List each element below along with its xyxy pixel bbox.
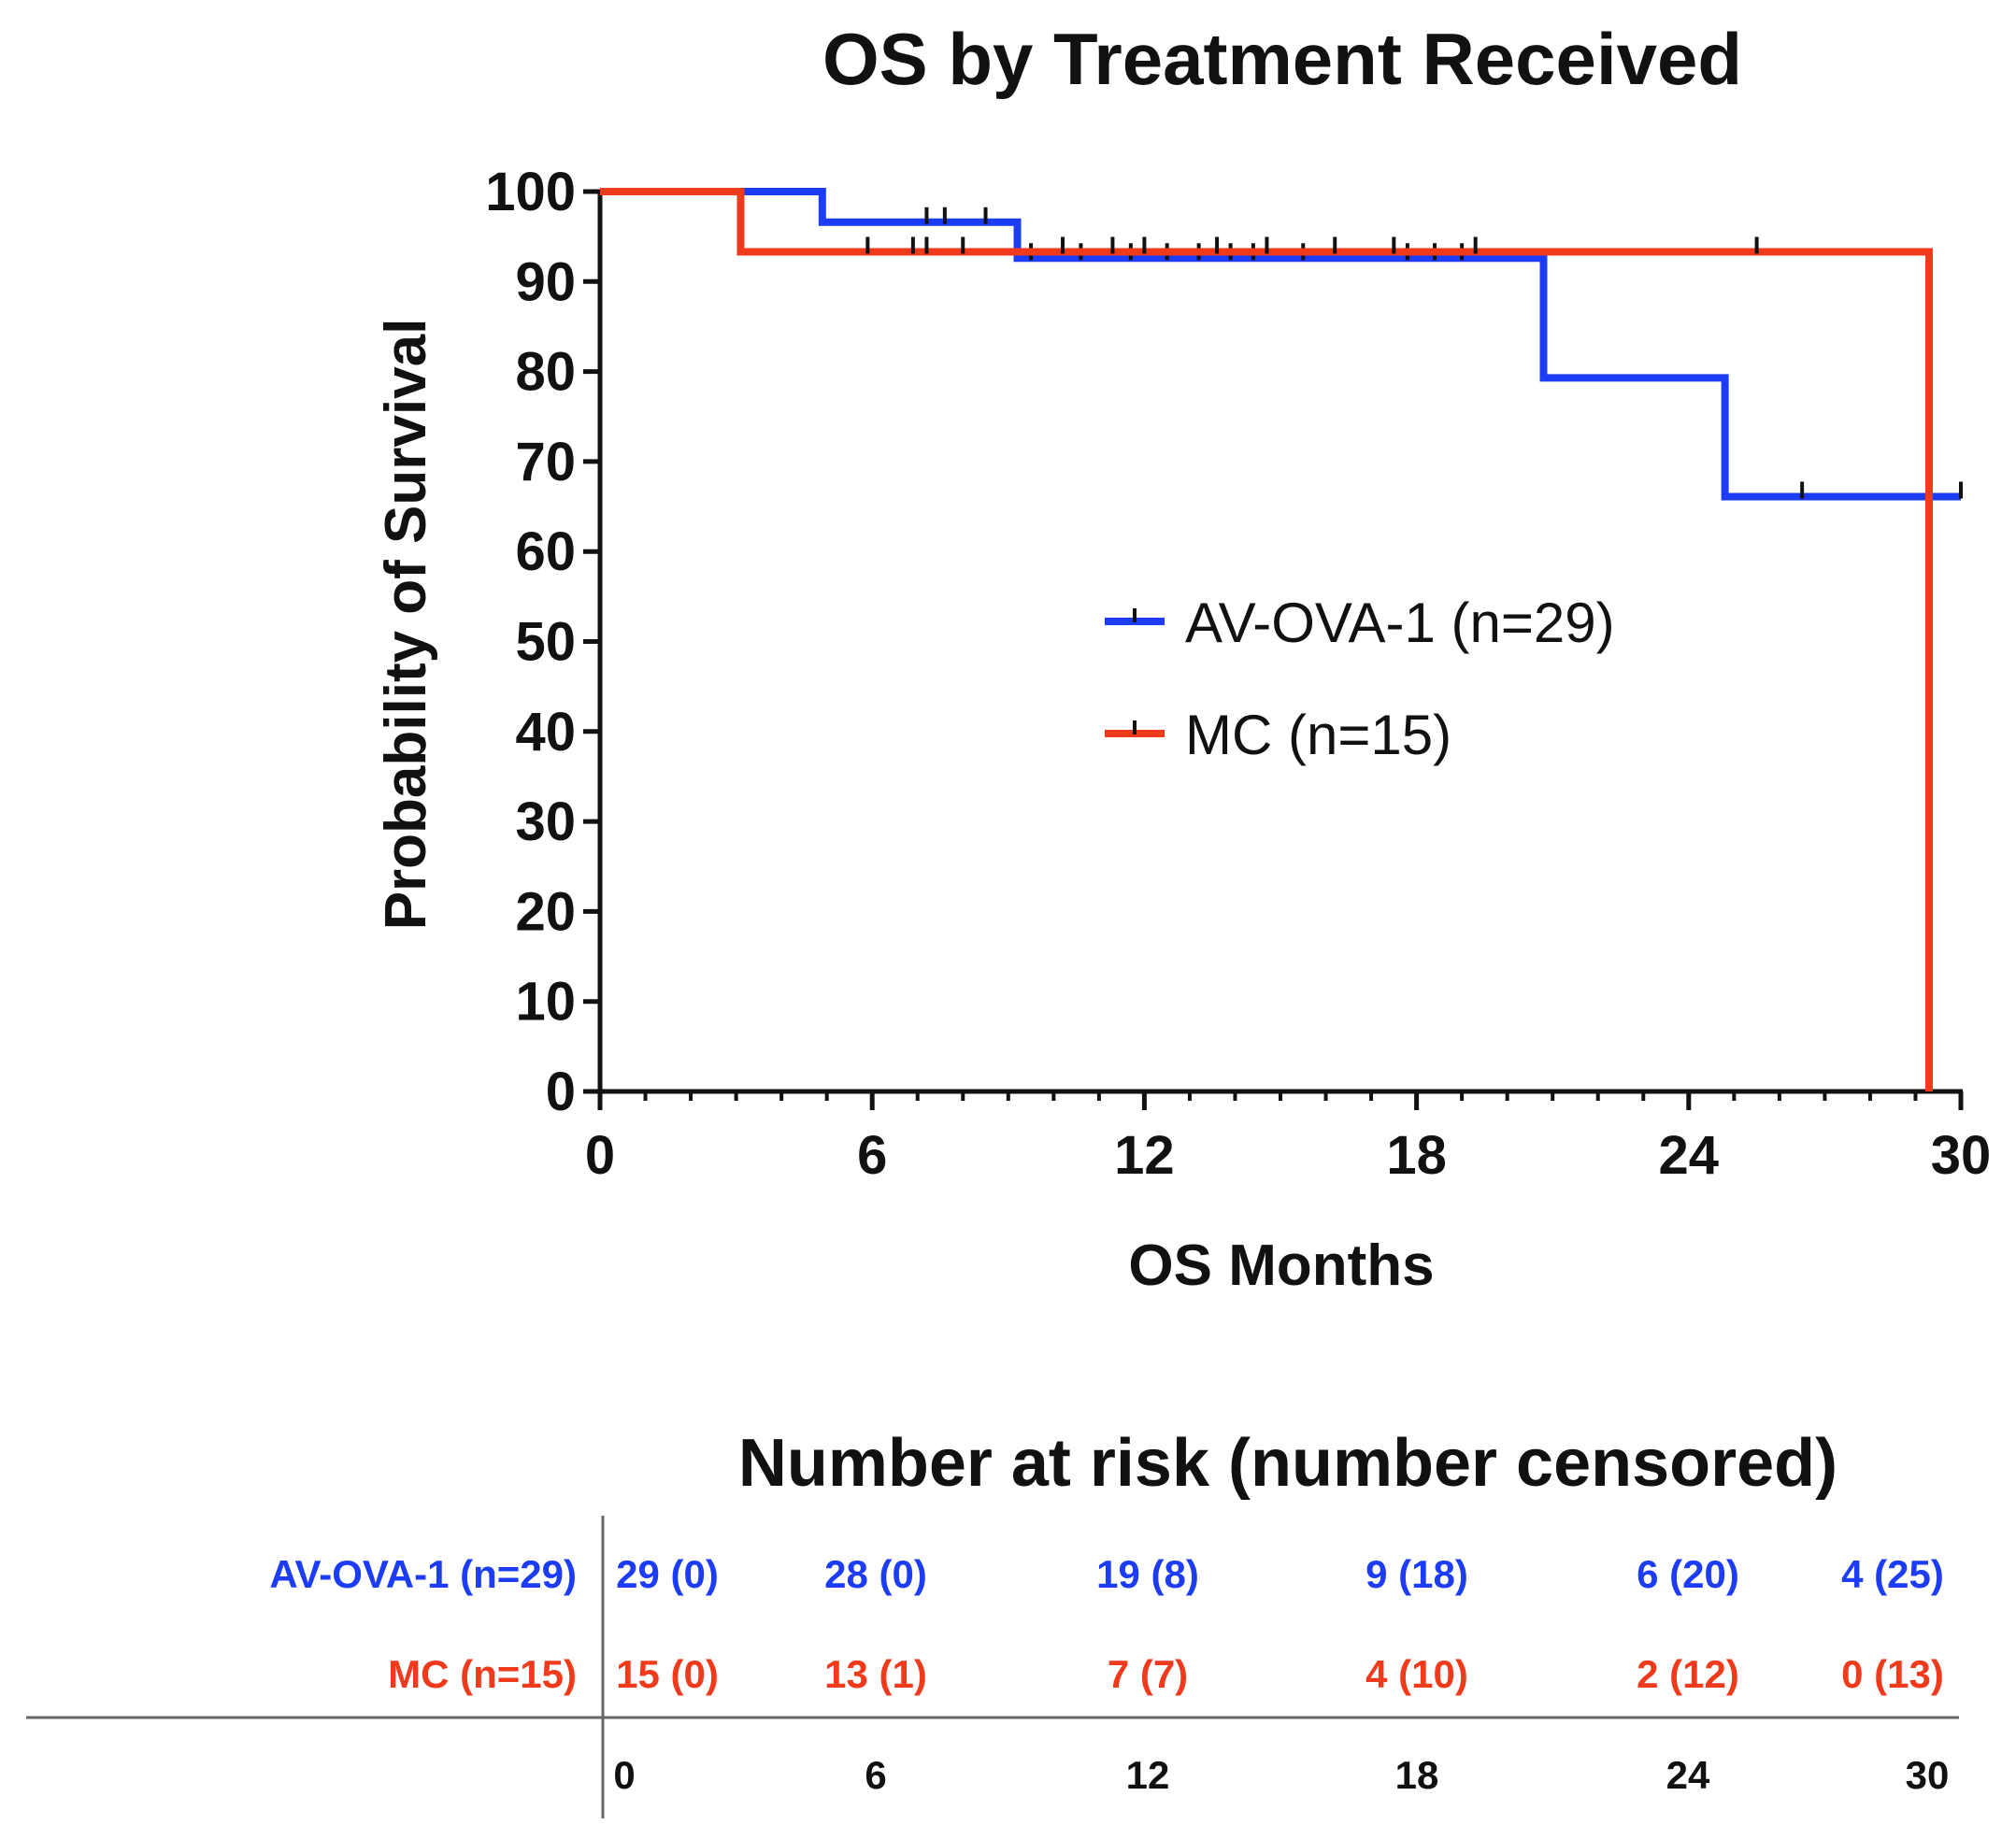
x-tick-label: 12 bbox=[1114, 1125, 1175, 1186]
risk-time-label: 18 bbox=[1395, 1753, 1439, 1797]
y-tick-label: 100 bbox=[485, 162, 576, 222]
series-line-av-ova-1 bbox=[600, 188, 1961, 501]
x-tick-label: 30 bbox=[1931, 1125, 1992, 1186]
x-tick-label: 6 bbox=[857, 1125, 887, 1186]
y-tick-label: 60 bbox=[515, 521, 576, 582]
y-tick-label: 30 bbox=[515, 791, 576, 852]
x-tick-label: 18 bbox=[1386, 1125, 1447, 1186]
risk-cell: 6 (20) bbox=[1637, 1552, 1739, 1596]
y-tick-label: 80 bbox=[515, 342, 576, 403]
risk-cell: 4 (10) bbox=[1365, 1652, 1468, 1696]
risk-time-label: 0 bbox=[613, 1753, 635, 1797]
risk-row-label: AV-OVA-1 (n=29) bbox=[269, 1552, 577, 1596]
legend: AV-OVA-1 (n=29) MC (n=15) bbox=[1105, 592, 1615, 766]
risk-cell: 13 (1) bbox=[824, 1652, 927, 1696]
risk-time-label: 24 bbox=[1666, 1753, 1710, 1797]
risk-table: AV-OVA-1 (n=29) 29 (0) 28 (0) 19 (8) 9 (18) 6… bbox=[26, 1516, 1959, 1818]
y-tick-label: 90 bbox=[515, 251, 576, 312]
risk-time-label: 6 bbox=[865, 1753, 886, 1797]
y-tick-label: 0 bbox=[546, 1062, 576, 1122]
risk-time-label: 12 bbox=[1126, 1753, 1170, 1797]
risk-row-label: MC (n=15) bbox=[388, 1652, 577, 1696]
y-tick-label: 10 bbox=[515, 972, 576, 1033]
chart-title: OS by Treatment Received bbox=[822, 18, 1742, 100]
y-tick-label: 20 bbox=[515, 881, 576, 942]
risk-cell: 4 (25) bbox=[1841, 1552, 1944, 1596]
series-line-mc bbox=[600, 188, 1934, 1091]
x-tick-label: 24 bbox=[1659, 1125, 1720, 1186]
risk-cell: 2 (12) bbox=[1637, 1652, 1739, 1696]
legend-label: MC (n=15) bbox=[1185, 704, 1451, 766]
y-tick-label: 40 bbox=[515, 702, 576, 763]
y-tick-label: 50 bbox=[515, 612, 576, 673]
y-axis-label: Probability of Survival bbox=[374, 319, 438, 931]
risk-cell: 15 (0) bbox=[616, 1652, 719, 1696]
risk-table-title: Number at risk (number censored) bbox=[738, 1426, 1837, 1501]
y-tick-label: 70 bbox=[515, 432, 576, 492]
x-axis-label: OS Months bbox=[1128, 1233, 1434, 1298]
risk-cell: 7 (7) bbox=[1108, 1652, 1188, 1696]
risk-time-label: 30 bbox=[1906, 1753, 1950, 1797]
x-tick-label: 0 bbox=[585, 1125, 615, 1186]
risk-cell: 9 (18) bbox=[1365, 1552, 1468, 1596]
risk-cell: 19 (8) bbox=[1096, 1552, 1199, 1596]
plot-area: 0 10 20 30 40 50 60 70 80 90 100 0 6 12 18 24 30 bbox=[485, 162, 1991, 1186]
risk-cell: 28 (0) bbox=[824, 1552, 927, 1596]
risk-cell: 0 (13) bbox=[1841, 1652, 1944, 1696]
risk-cell: 29 (0) bbox=[616, 1552, 719, 1596]
legend-label: AV-OVA-1 (n=29) bbox=[1185, 592, 1615, 654]
